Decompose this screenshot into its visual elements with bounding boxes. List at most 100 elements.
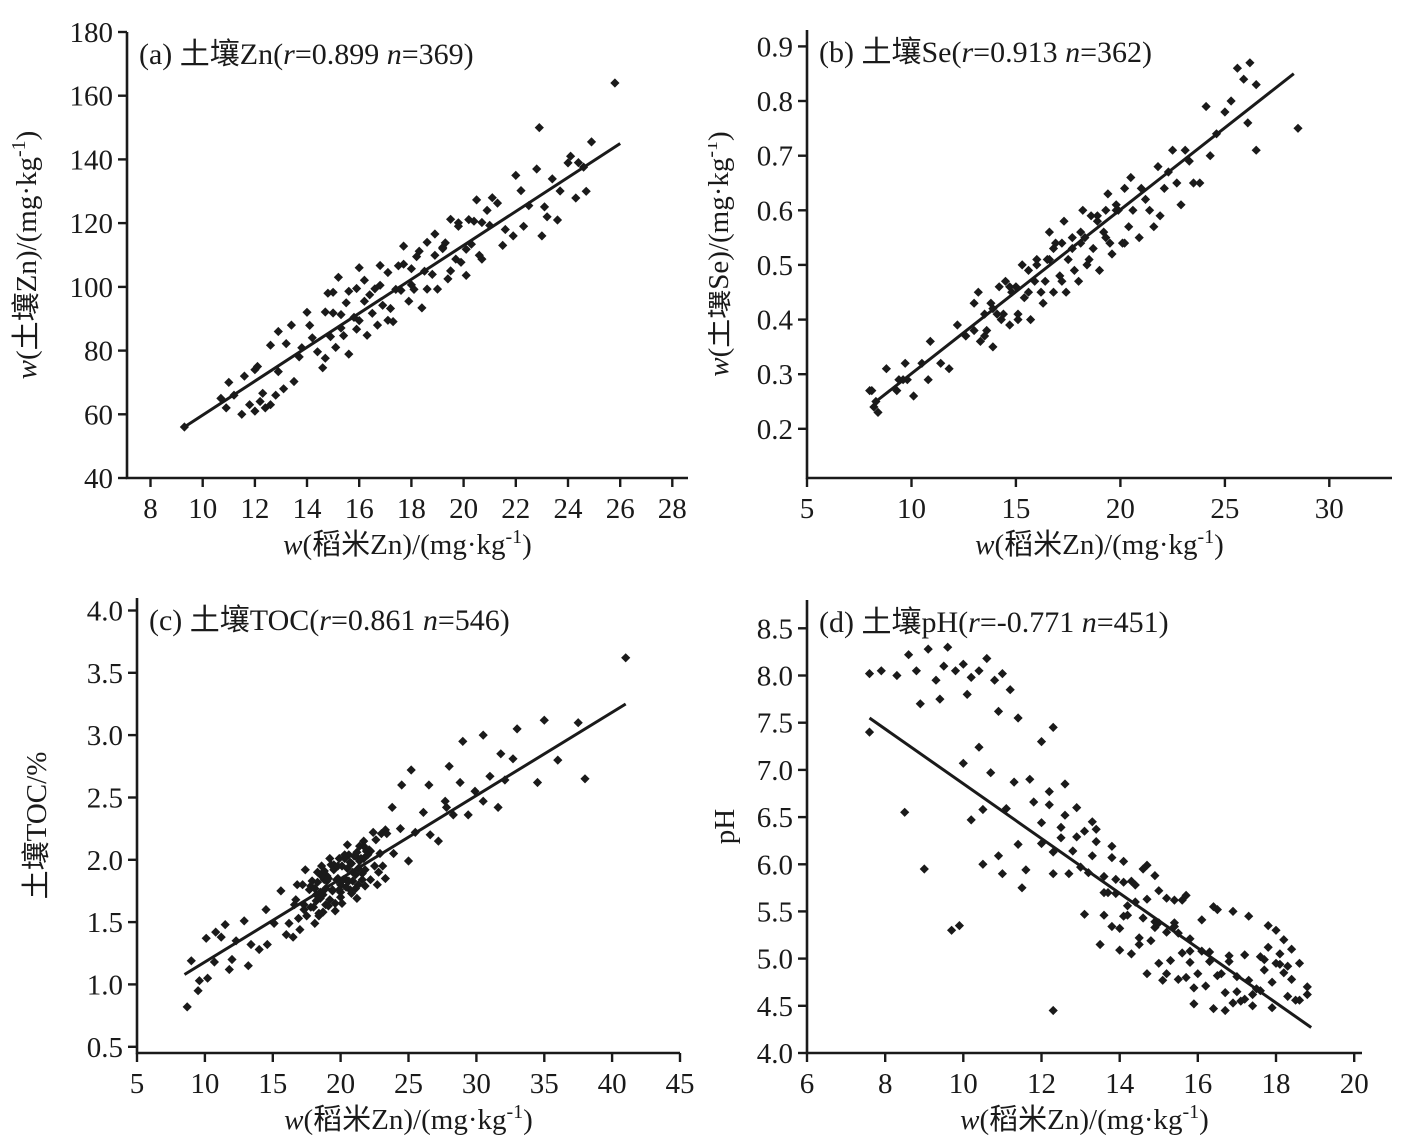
- scatter-point: [1103, 189, 1113, 199]
- scatter-point: [1068, 846, 1078, 856]
- scatter-point: [1197, 915, 1207, 925]
- scatter-point: [463, 810, 473, 820]
- scatter-point: [298, 880, 308, 890]
- scatter-point: [446, 266, 456, 276]
- x-tick-label: 10: [897, 493, 926, 525]
- scatter-point: [1111, 874, 1121, 884]
- scatter-point: [1032, 254, 1042, 265]
- scatter-point: [1005, 320, 1015, 330]
- scatter-point: [1294, 958, 1305, 968]
- scatter-point: [1142, 894, 1152, 904]
- scatter-point: [321, 900, 331, 910]
- scatter-point: [432, 284, 443, 294]
- scatter-point: [353, 880, 363, 890]
- scatter-point: [581, 186, 591, 196]
- scatter-point: [320, 307, 330, 317]
- scatter-point: [935, 694, 945, 704]
- scatter-point: [1212, 971, 1222, 981]
- x-tick-label: 14: [1105, 1068, 1135, 1100]
- scatter-point: [323, 873, 333, 884]
- panel-title: (d) 土壤pH(r=-0.771 n=451): [819, 606, 1169, 639]
- scatter-point: [331, 342, 341, 352]
- scatter-point: [1107, 249, 1117, 259]
- scatter-point: [453, 221, 463, 231]
- scatter-point: [397, 780, 407, 790]
- scatter-point: [1173, 974, 1183, 984]
- scatter-point: [1072, 832, 1082, 842]
- scatter-point: [1013, 839, 1023, 849]
- panel-b-svg: 5 10 15 20 25 30 0.2 0.3 0.4 0.5 0.6 0.7 0.8 0.9 (b) 土…: [708, 30, 1392, 561]
- scatter-point: [341, 882, 351, 892]
- scatter-point: [224, 964, 234, 975]
- y-tick-label: 6.0: [757, 849, 793, 881]
- scatter-point: [1099, 227, 1109, 237]
- scatter-point: [310, 918, 320, 928]
- x-tick-label: 5: [130, 1068, 145, 1100]
- scatter-point: [1251, 80, 1261, 90]
- scatter-point: [265, 400, 276, 410]
- scatter-point: [1025, 774, 1035, 784]
- scatter-point: [383, 267, 393, 278]
- scatter-point: [368, 827, 378, 837]
- scatter-point: [1263, 942, 1273, 952]
- scatter-point: [1067, 233, 1077, 243]
- scatter-point: [1177, 895, 1187, 905]
- scatter-point: [988, 342, 998, 352]
- x-tick-label: 30: [1315, 493, 1344, 525]
- scatter-point: [974, 666, 984, 676]
- scatter-point: [1126, 172, 1136, 183]
- scatter-point: [1119, 877, 1129, 887]
- scatter-point: [1105, 238, 1115, 248]
- scatter-point: [1092, 211, 1102, 221]
- y-tick-label: 4.5: [757, 991, 793, 1023]
- scatter-point: [1074, 276, 1084, 286]
- scatter-point: [1177, 948, 1187, 958]
- scatter-point: [302, 911, 312, 921]
- scatter-point: [318, 890, 328, 900]
- scatter-point: [1259, 955, 1269, 965]
- scatter-point: [1140, 194, 1151, 204]
- scatter-point: [466, 239, 476, 249]
- scatter-point: [456, 257, 466, 267]
- scatter-point: [998, 309, 1008, 319]
- x-tick-label: 5: [800, 493, 815, 525]
- scatter-point: [446, 214, 456, 224]
- scatter-point: [993, 851, 1004, 861]
- scatter-point: [1145, 205, 1155, 215]
- scatter-point: [1138, 864, 1148, 874]
- scatter-point: [1111, 200, 1121, 210]
- scatter-point: [1259, 965, 1269, 975]
- regression-line: [183, 142, 622, 429]
- scatter-point: [982, 325, 992, 336]
- scatter-point: [262, 939, 272, 950]
- panel-title: (b) 土壤Se(r=0.913 n=362): [819, 36, 1152, 69]
- scatter-point: [1134, 933, 1144, 943]
- scatter-point: [1154, 918, 1164, 928]
- scatter-point: [418, 807, 428, 817]
- scatter-point: [311, 896, 321, 906]
- regression-line: [874, 72, 1295, 403]
- scatter-point: [973, 287, 983, 297]
- scatter-point: [451, 254, 461, 264]
- scatter-point: [352, 283, 362, 294]
- scatter-point: [342, 840, 352, 850]
- scatter-point: [943, 642, 953, 652]
- scatter-point: [962, 689, 972, 699]
- scatter-point: [982, 653, 992, 664]
- x-tick-label: 10: [949, 1068, 978, 1100]
- scatter-point: [375, 280, 385, 290]
- scatter-point: [288, 932, 298, 942]
- scatter-point: [1142, 969, 1152, 979]
- scatter-point: [300, 865, 310, 875]
- scatter-point: [511, 170, 521, 180]
- scatter-point: [443, 274, 453, 284]
- scatter-point: [320, 353, 330, 363]
- scatter-point: [1044, 227, 1054, 237]
- scatter-point: [406, 280, 416, 290]
- scatter-point: [1115, 923, 1125, 933]
- y-tick-label: 2.5: [87, 783, 123, 815]
- x-axis-label: w(稻米Zn)/(mg·kg-1): [975, 526, 1224, 561]
- panel-c-svg: 5 10 15 20 25 30 35 40 45 0.5 1.0 1.5 2.0 2.5 3.0 3.5 4.…: [20, 596, 695, 1137]
- scatter-point: [250, 365, 260, 375]
- scatter-point: [993, 706, 1004, 716]
